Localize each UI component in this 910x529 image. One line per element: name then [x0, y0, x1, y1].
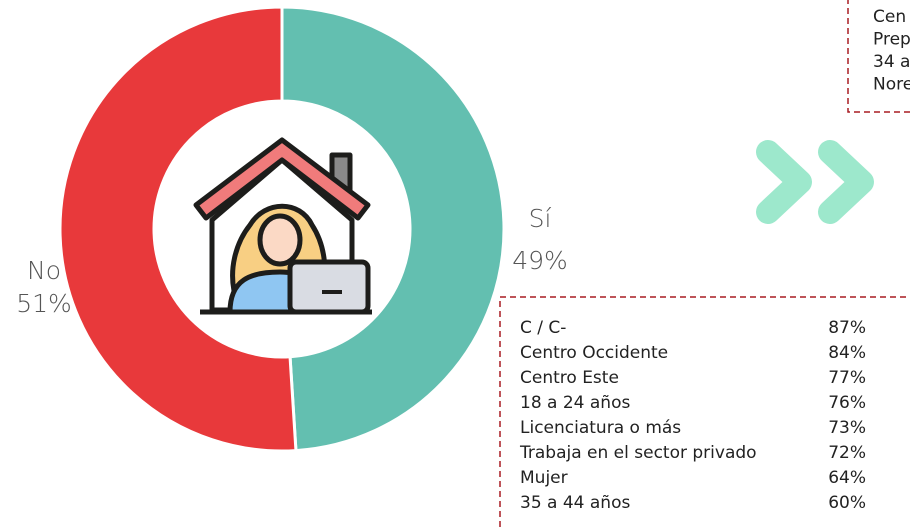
slice-value: 49% [512, 246, 568, 275]
donut-slice [58, 5, 298, 453]
row-value: 87% [828, 318, 866, 338]
top-box-line: Cen [873, 7, 906, 27]
slice-label: Sí [529, 204, 552, 233]
row-label: Centro Occidente [520, 343, 668, 363]
row-label: Licenciatura o más [520, 418, 681, 438]
row-label: Centro Este [520, 368, 619, 388]
row-value: 73% [828, 418, 866, 438]
row-value: 77% [828, 368, 866, 388]
top-box [847, 0, 910, 113]
bottom-box [499, 296, 910, 529]
row-value: 60% [828, 493, 866, 513]
top-box-line: 34 a [873, 52, 910, 72]
slice-value: 51% [16, 289, 72, 318]
row-label: 35 a 44 años [520, 493, 630, 513]
chevrons [756, 140, 874, 224]
row-value: 84% [828, 343, 866, 363]
row-value: 72% [828, 443, 866, 463]
donut-slice [280, 5, 506, 453]
home-office-icon [193, 137, 372, 315]
row-label: 18 a 24 años [520, 393, 630, 413]
row-label: C / C- [520, 318, 566, 338]
row-value: 64% [828, 468, 866, 488]
slice-label: No [27, 256, 61, 285]
row-label: Trabaja en el sector privado [519, 443, 757, 463]
row-label: Mujer [520, 468, 568, 488]
top-box-line: Nore [873, 75, 910, 95]
top-box-line: Prep [873, 30, 910, 50]
row-value: 76% [828, 393, 866, 413]
